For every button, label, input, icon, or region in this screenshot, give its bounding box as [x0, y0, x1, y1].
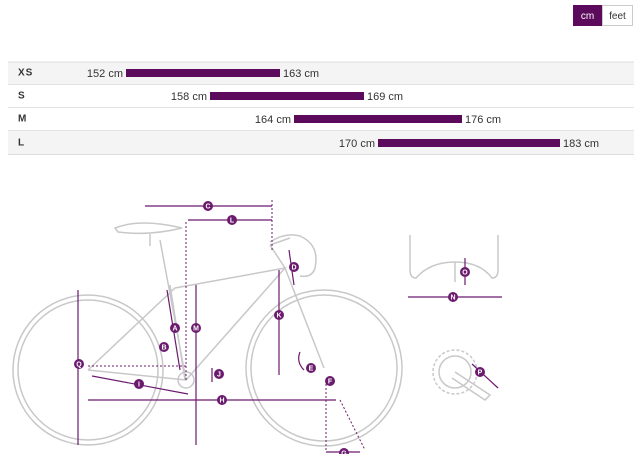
- unit-button[interactable]: feet: [602, 5, 633, 26]
- dimension-label: Q: [76, 361, 82, 368]
- bike-drawing: [12, 200, 502, 453]
- dimension-label: A: [172, 325, 177, 332]
- label-badge: [475, 367, 485, 377]
- label-badge: [289, 262, 299, 272]
- dimension-label: B: [161, 344, 166, 351]
- min-label: 158 cm: [171, 91, 207, 103]
- label-badge: [214, 369, 224, 379]
- max-label: 169 cm: [367, 91, 403, 103]
- size-label: S: [18, 91, 26, 102]
- max-label: 176 cm: [465, 114, 501, 126]
- label-badge: [217, 395, 227, 405]
- min-label: 164 cm: [255, 114, 291, 126]
- min-label: 170 cm: [339, 138, 375, 150]
- label-badge: [274, 310, 284, 320]
- dimension-label: J: [217, 371, 221, 378]
- unit-toggle: cm feet: [573, 5, 633, 26]
- size-label: L: [18, 138, 25, 149]
- label-badge: [460, 267, 470, 277]
- range-bar: [378, 139, 560, 147]
- label-badge: [74, 359, 84, 369]
- dimension-label: O: [462, 269, 468, 276]
- dimension-label: P: [478, 369, 483, 376]
- max-label: 183 cm: [563, 138, 599, 150]
- size-label: M: [18, 114, 27, 125]
- dimension-label: L: [230, 217, 235, 224]
- row-bg: [8, 131, 634, 154]
- dimension-label: M: [193, 325, 199, 332]
- min-label: 152 cm: [87, 68, 123, 80]
- label-badge: [448, 292, 458, 302]
- dimension-label: F: [328, 378, 333, 385]
- label-badge: [325, 376, 335, 386]
- unit-button[interactable]: cm: [573, 5, 602, 26]
- label-badge: [306, 363, 316, 373]
- label-badge: [227, 215, 237, 225]
- label-badge: [159, 342, 169, 352]
- dimension-label: C: [205, 203, 210, 210]
- label-badge: [339, 448, 349, 454]
- row-bg: [8, 62, 634, 84]
- dimension-label: G: [341, 450, 347, 454]
- range-bar: [294, 115, 462, 123]
- dimension-label: N: [450, 294, 455, 301]
- max-label: 163 cm: [283, 68, 319, 80]
- label-badge: [203, 201, 213, 211]
- label-badge: [170, 323, 180, 333]
- label-badge: [134, 379, 144, 389]
- label-badge: [191, 323, 201, 333]
- dimension-label: H: [219, 397, 224, 404]
- range-bar: [210, 92, 364, 100]
- dimension-label: K: [276, 312, 281, 319]
- dimension-label: I: [138, 381, 140, 388]
- range-bar: [126, 69, 280, 77]
- dimension-label: D: [291, 264, 296, 271]
- dimension-label: E: [309, 365, 314, 372]
- size-label: XS: [18, 68, 33, 79]
